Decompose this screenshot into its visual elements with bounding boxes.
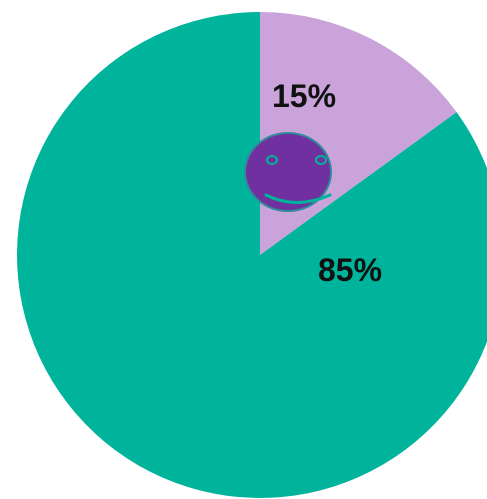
smiley-face-icon (244, 132, 332, 212)
pie-slices (17, 12, 487, 498)
slice-label-85: 85% (318, 252, 382, 288)
smiley-left-eye (266, 155, 278, 165)
pie-slice-85 (17, 12, 487, 498)
smiley-right-eye (315, 155, 327, 165)
slice-label-15: 15% (272, 78, 336, 114)
smiley-mouth (264, 193, 332, 204)
smiley-face (244, 132, 332, 212)
